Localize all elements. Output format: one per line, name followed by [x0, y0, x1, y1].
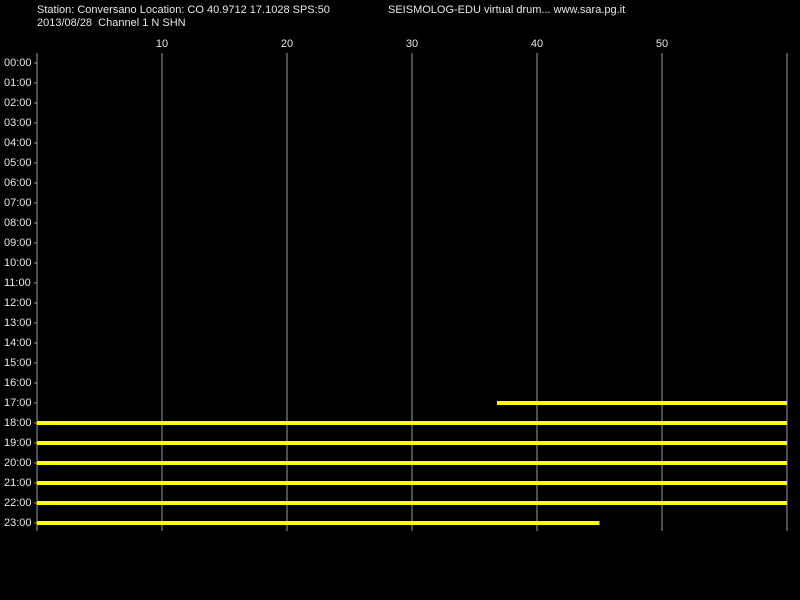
row-label: 21:00 — [4, 477, 32, 489]
row-label: 01:00 — [4, 77, 32, 89]
row-label: 23:00 — [4, 517, 32, 529]
trace — [37, 421, 787, 425]
row-label: 12:00 — [4, 297, 32, 309]
trace — [37, 521, 600, 525]
row-label: 10:00 — [4, 257, 32, 269]
x-tick-label: 30 — [406, 38, 418, 50]
trace — [37, 481, 787, 485]
x-tick-label: 20 — [281, 38, 293, 50]
row-label: 00:00 — [4, 57, 32, 69]
trace — [37, 441, 787, 445]
row-label: 09:00 — [4, 237, 32, 249]
row-label: 06:00 — [4, 177, 32, 189]
station-title: Station: Conversano Location: CO 40.9712… — [37, 4, 330, 16]
row-label: 19:00 — [4, 437, 32, 449]
date-channel: 2013/08/28 Channel 1 N SHN — [37, 17, 186, 29]
row-label: 18:00 — [4, 417, 32, 429]
row-label: 07:00 — [4, 197, 32, 209]
x-tick-label: 10 — [156, 38, 168, 50]
row-label: 02:00 — [4, 97, 32, 109]
trace — [37, 501, 787, 505]
row-label: 04:00 — [4, 137, 32, 149]
row-label: 03:00 — [4, 117, 32, 129]
row-label: 16:00 — [4, 377, 32, 389]
row-label: 14:00 — [4, 337, 32, 349]
row-label: 08:00 — [4, 217, 32, 229]
row-label: 22:00 — [4, 497, 32, 509]
row-label: 17:00 — [4, 397, 32, 409]
trace — [37, 461, 787, 465]
x-tick-label: 40 — [531, 38, 543, 50]
app-annotation: SEISMOLOG-EDU virtual drum... www.sara.p… — [388, 4, 625, 16]
trace — [497, 401, 787, 405]
row-label: 11:00 — [4, 277, 31, 289]
row-label: 20:00 — [4, 457, 32, 469]
row-label: 15:00 — [4, 357, 32, 369]
row-label: 13:00 — [4, 317, 32, 329]
row-label: 05:00 — [4, 157, 32, 169]
x-tick-label: 50 — [656, 38, 668, 50]
